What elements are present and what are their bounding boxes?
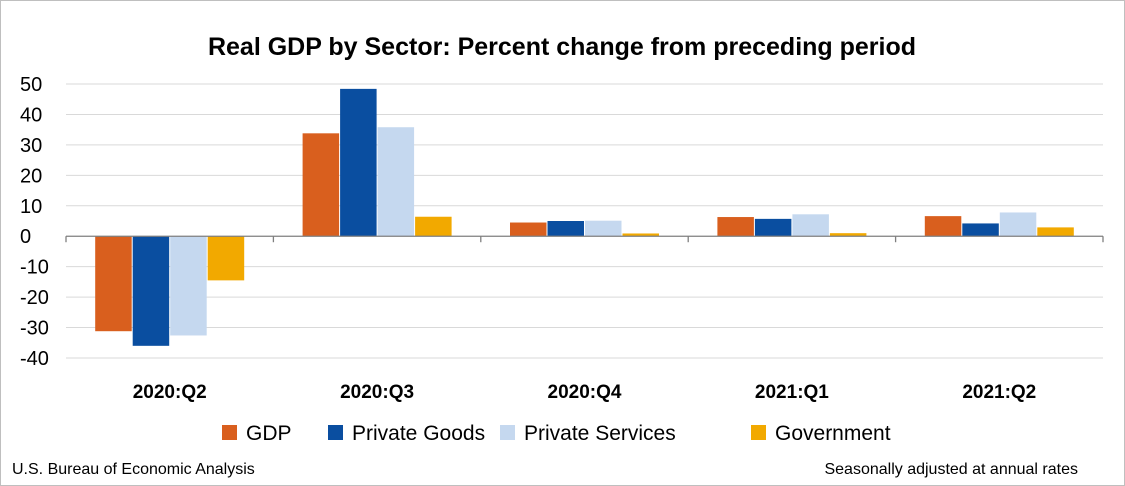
bar-gdp: [95, 236, 132, 332]
y-tick-label: 20: [20, 165, 42, 187]
bar-series: [95, 88, 1074, 346]
y-tick-label: 30: [20, 135, 42, 157]
legend: GDP Private Goods Private Services Governme…: [222, 422, 891, 445]
bar-gdp: [924, 216, 962, 237]
bar-private-goods: [962, 223, 999, 237]
y-tick-label: -40: [20, 348, 49, 370]
y-tick-label: -10: [20, 257, 49, 279]
zero-axis: [65, 235, 1104, 243]
bar-private-services: [170, 236, 207, 336]
bar-government: [829, 233, 867, 237]
y-tick-label: -30: [20, 318, 49, 340]
y-tick-label: 40: [20, 104, 42, 126]
bar-private-goods: [547, 221, 584, 237]
category-label: 2020:Q4: [548, 382, 622, 403]
bar-private-goods: [132, 236, 170, 346]
bar-gdp: [302, 133, 340, 237]
y-tick-label: 10: [20, 196, 42, 218]
category-label: 2020:Q3: [340, 382, 414, 403]
y-tick-label: 0: [20, 226, 31, 248]
gridlines: [66, 83, 1103, 359]
legend-swatch: [222, 425, 237, 440]
bar-government: [1037, 227, 1074, 237]
bar-government: [415, 216, 452, 237]
note-text: Seasonally adjusted at annual rates: [824, 461, 1078, 478]
legend-swatch: [751, 425, 766, 440]
legend-label: Private Services: [524, 422, 676, 445]
category-labels: 2020:Q2 2020:Q3 2020:Q4 2021:Q1 2021:Q2: [133, 382, 1037, 403]
bar-gdp: [717, 217, 754, 237]
bar-private-goods: [340, 88, 377, 237]
y-tick-label: -20: [20, 287, 49, 309]
bar-government: [622, 233, 659, 237]
legend-label: Government: [775, 422, 891, 445]
source-text: U.S. Bureau of Economic Analysis: [12, 461, 255, 478]
bar-private-services: [999, 212, 1037, 237]
bar-gdp: [510, 222, 547, 237]
bar-private-goods: [754, 218, 792, 237]
bar-private-services: [585, 220, 622, 237]
legend-label: GDP: [246, 422, 292, 445]
category-label: 2021:Q1: [755, 382, 829, 403]
chart-title: Real GDP by Sector: Percent change from …: [208, 33, 916, 61]
legend-swatch: [328, 425, 343, 440]
y-tick-label: 50: [20, 74, 42, 96]
y-axis-ticks: 50 40 30 20 10 0 -10 -20 -30 -40: [20, 74, 49, 370]
category-label: 2020:Q2: [133, 382, 207, 403]
legend-label: Private Goods: [352, 422, 485, 445]
bar-private-services: [792, 214, 829, 237]
bar-private-services: [377, 127, 415, 237]
category-label: 2021:Q2: [962, 382, 1036, 403]
bar-government: [207, 236, 245, 281]
legend-swatch: [500, 425, 515, 440]
